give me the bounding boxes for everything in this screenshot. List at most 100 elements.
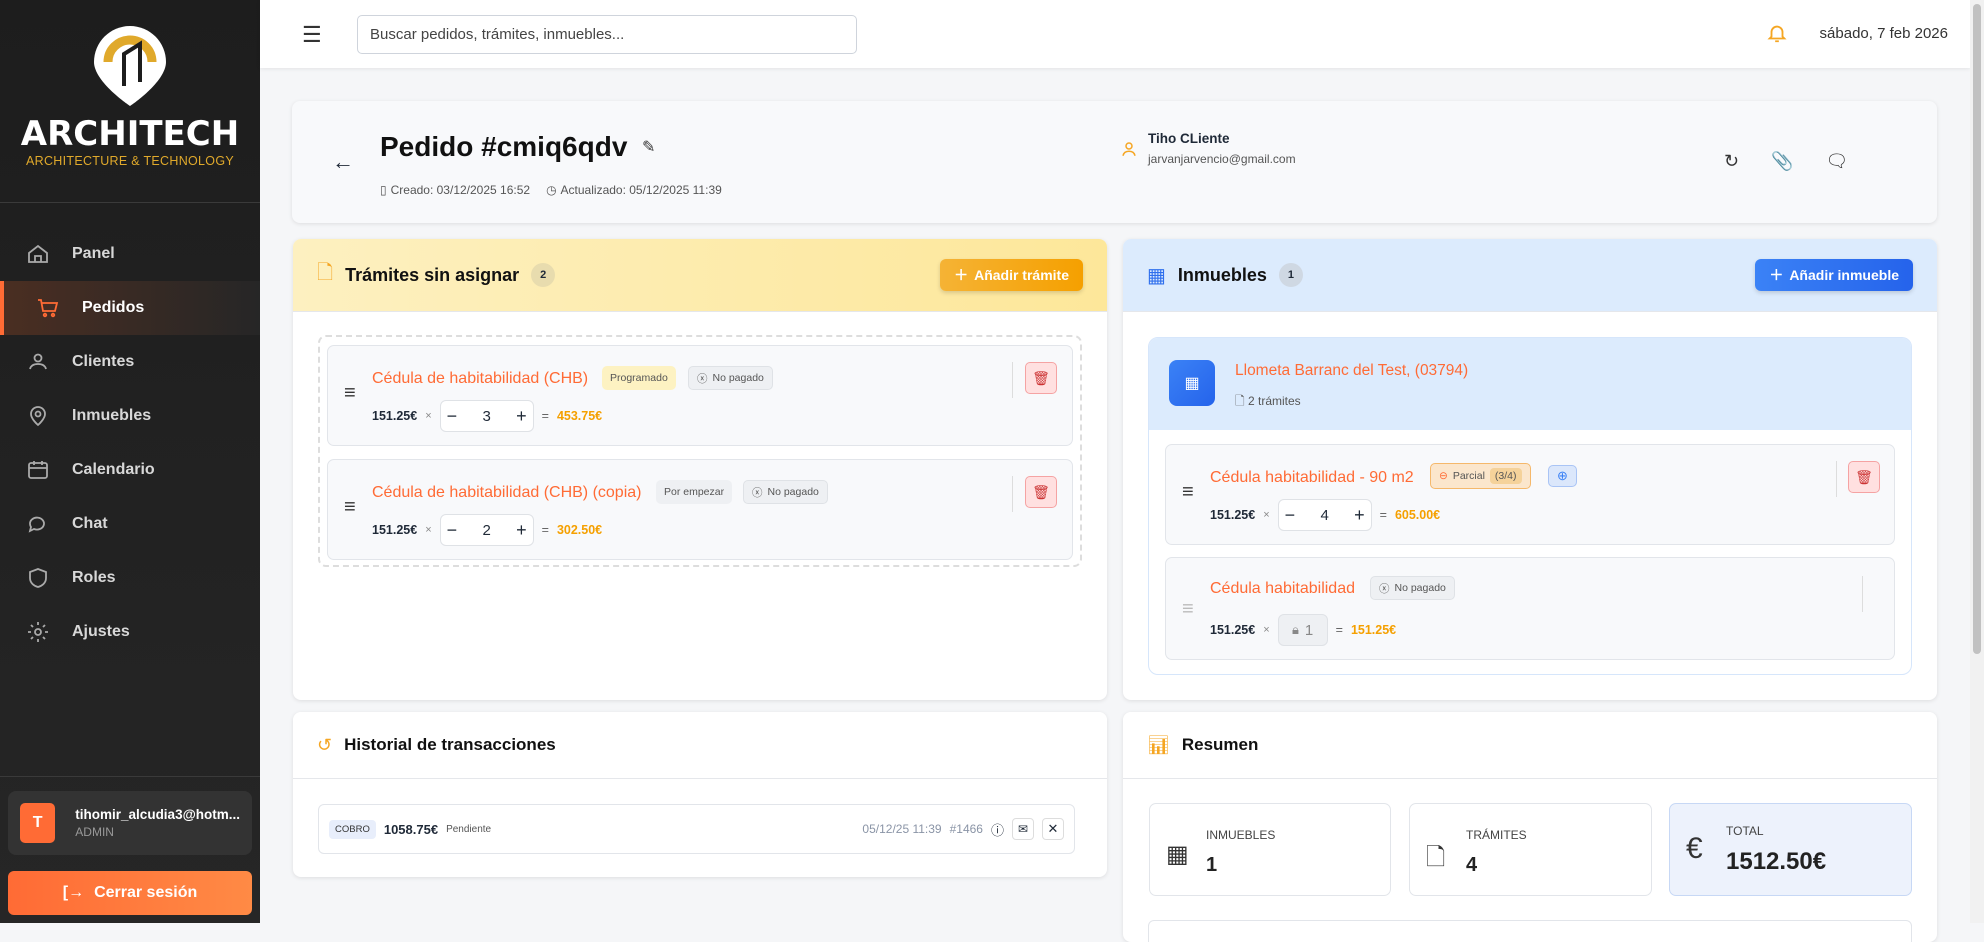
sidebar-item-pedidos[interactable]: Pedidos [0, 281, 260, 335]
sidebar-item-roles[interactable]: Roles [0, 551, 260, 605]
stat-value: 1 [1206, 854, 1218, 876]
tramite-name[interactable]: Cédula de habitabilidad (CHB) [372, 370, 589, 387]
stat-total: € TOTAL 1512.50€ [1669, 803, 1912, 896]
payment-label: Parcial [1452, 470, 1485, 482]
sidebar-item-chat[interactable]: Chat [0, 497, 260, 551]
quantity-value: 2 [482, 521, 491, 539]
historial-panel: ↺ Historial de transacciones COBRO 1058.7… [293, 712, 1107, 877]
tramites-count: 2 trámites [1247, 394, 1301, 408]
inmuebles-panel: ▦ Inmuebles 1 ＋ Añadir inmueble ▦ Llometa… [1123, 239, 1937, 700]
quantity-stepper[interactable]: − 4 + [1277, 499, 1372, 531]
sidebar-item-label: Roles [72, 569, 116, 586]
add-payment-button[interactable]: ⊕ [1548, 465, 1577, 487]
sidebar-item-ajustes[interactable]: Ajustes [0, 605, 260, 659]
logo-mark-icon [94, 26, 166, 106]
sidebar-item-label: Ajustes [72, 623, 130, 640]
quantity-stepper[interactable]: − 2 + [439, 514, 534, 546]
updated-date: Actualizado: 05/12/2025 11:39 [560, 183, 722, 197]
edit-pencil-icon[interactable]: ✎ [642, 139, 656, 156]
bell-icon[interactable] [1766, 22, 1788, 44]
client-info[interactable]: Tiho CLiente jarvanjarvencio@gmail.com [1120, 131, 1296, 166]
sidebar-item-inmuebles[interactable]: Inmuebles [0, 389, 260, 443]
status-badge: Programado [602, 366, 676, 390]
mail-icon[interactable]: ✉ [1012, 818, 1034, 840]
quantity-stepper[interactable]: − 3 + [439, 400, 534, 432]
delete-button[interactable]: 🗑 [1848, 461, 1880, 493]
transaction-row[interactable]: COBRO 1058.75€ Pendiente 05/12/25 11:39 … [318, 804, 1075, 854]
trash-icon: 🗑 [1855, 468, 1873, 485]
add-inmueble-button[interactable]: ＋ Añadir inmueble [1755, 259, 1913, 291]
sidebar-item-clientes[interactable]: Clientes [0, 335, 260, 389]
panel-title: Historial de transacciones [344, 735, 556, 754]
button-label: Añadir trámite [974, 267, 1069, 283]
button-label: Añadir inmueble [1789, 267, 1899, 283]
tramite-item[interactable]: ≡ Cédula de habitabilidad (CHB) Programa… [327, 345, 1073, 446]
close-icon[interactable]: ✕ [1042, 818, 1064, 840]
euro-icon: € [1686, 832, 1703, 865]
property-name[interactable]: Llometa Barranc del Test, (03794) [1235, 362, 1469, 379]
tramite-item[interactable]: ≡ Cédula de habitabilidad (CHB) (copia) … [327, 459, 1073, 560]
scrollbar[interactable] [1970, 0, 1984, 923]
count-badge: 2 [531, 263, 556, 287]
tramite-name[interactable]: Cédula habitabilidad - 90 m2 [1210, 469, 1414, 486]
payment-count: (3/4) [1489, 468, 1522, 484]
transaction-type: COBRO [329, 819, 376, 839]
quantity-value: 3 [482, 407, 491, 425]
add-tramite-button[interactable]: ＋ Añadir trámite [940, 259, 1083, 291]
menu-icon[interactable]: ☰ [302, 22, 322, 47]
transaction-amount: 1058.75€ [383, 821, 439, 837]
minus-icon[interactable]: − [446, 519, 458, 540]
home-icon [28, 244, 48, 263]
paperclip-icon[interactable]: 📎 [1771, 151, 1794, 171]
sidebar-item-label: Chat [72, 515, 108, 532]
sidebar-nav: Panel Pedidos Clientes Inmuebles Calenda… [0, 203, 260, 659]
back-arrow-icon[interactable]: ← [332, 149, 354, 174]
stat-label: TRÁMITES [1466, 828, 1527, 842]
delete-button[interactable]: 🗑 [1025, 362, 1057, 394]
payment-badge: ⓧ No pagado [1370, 576, 1455, 600]
minus-icon[interactable]: − [446, 405, 458, 426]
drag-handle-icon[interactable]: ≡ [1182, 481, 1194, 503]
info-icon[interactable]: ⓘ [990, 822, 1004, 838]
user-email: tihomir_alcudia3@hotm... [75, 807, 240, 822]
minus-icon[interactable]: − [1284, 504, 1296, 525]
quantity-locked: 🔒︎ 1 [1277, 614, 1328, 646]
logout-button[interactable]: [→ Cerrar sesión [8, 871, 252, 915]
plus-icon[interactable]: + [516, 405, 527, 426]
payment-label: No pagado [1394, 582, 1446, 594]
bar-chart-icon: 📊︎ [1147, 734, 1170, 755]
user-card[interactable]: T tihomir_alcudia3@hotm... ADMIN [8, 791, 252, 855]
sidebar-item-label: Pedidos [82, 299, 145, 316]
drag-handle-icon[interactable]: ≡ [344, 382, 356, 404]
plus-icon[interactable]: + [516, 519, 527, 540]
file-icon: 🗋 [317, 262, 334, 284]
count-badge: 1 [1278, 263, 1303, 287]
line-total: 605.00€ [1394, 508, 1441, 522]
plus-icon[interactable]: + [1354, 504, 1365, 525]
logo[interactable]: ARCHITECH ARCHITECTURE & TECHNOLOGY [0, 0, 260, 203]
tramite-name[interactable]: Cédula de habitabilidad (CHB) (copia) [372, 484, 642, 501]
chat-icon[interactable]: 🗨 [1825, 151, 1849, 171]
line-total: 302.50€ [556, 523, 603, 537]
sidebar-item-calendario[interactable]: Calendario [0, 443, 260, 497]
refresh-icon[interactable]: ↻ [1724, 151, 1740, 171]
stat-inmuebles: ▦ INMUEBLES 1 [1149, 803, 1391, 896]
drop-zone[interactable] [318, 335, 1082, 567]
calendar-icon [28, 461, 48, 479]
shield-icon [29, 568, 47, 588]
search-input[interactable] [357, 15, 857, 54]
minus-circle-icon: ⊖ [1439, 470, 1448, 482]
created-date: Creado: 03/12/2025 16:52 [390, 183, 531, 197]
sidebar-item-panel[interactable]: Panel [0, 227, 260, 281]
unit-price: 151.25€ [1210, 623, 1256, 637]
delete-button[interactable]: 🗑 [1025, 476, 1057, 508]
unit-price: 151.25€ [372, 409, 418, 423]
drag-handle-icon[interactable]: ≡ [344, 496, 356, 518]
stat-value: 1512.50€ [1726, 848, 1827, 875]
user-role: ADMIN [75, 825, 114, 839]
tramite-name[interactable]: Cédula habitabilidad [1210, 580, 1355, 597]
tramite-item[interactable]: ≡ Cédula habitabilidad ⓧ No pagado 151.2… [1165, 557, 1895, 660]
property-tramites: 🗋 2 trámites [1235, 392, 1301, 413]
tramite-item[interactable]: ≡ Cédula habitabilidad - 90 m2 ⊖ Parcial (… [1165, 444, 1895, 545]
sidebar-item-label: Inmuebles [72, 407, 152, 424]
